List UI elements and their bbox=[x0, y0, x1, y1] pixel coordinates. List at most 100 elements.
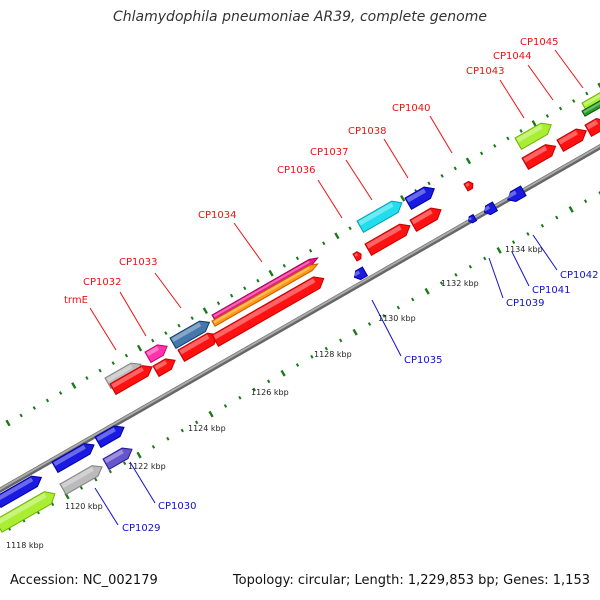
feature-CP1036 bbox=[352, 251, 362, 262]
feature-left-blue-3-gloss bbox=[96, 427, 116, 442]
lower-guide-tick bbox=[79, 485, 84, 490]
genome-summary: Topology: circular; Length: 1,229,853 bp… bbox=[232, 573, 590, 588]
upper-guide-tick bbox=[32, 406, 36, 410]
feature-red-9-shape bbox=[584, 118, 600, 137]
lower-guide-tick bbox=[382, 313, 386, 318]
feature-left-lime-shape bbox=[0, 491, 56, 533]
upper-guide-tick bbox=[45, 398, 50, 403]
gene-label-reverse: CP1039 bbox=[506, 298, 544, 309]
scale-label: 1132 kbp bbox=[441, 279, 479, 288]
lower-guide-tick bbox=[468, 264, 473, 269]
feature-CP1043-shape bbox=[514, 122, 552, 150]
feature-CP1038-gloss bbox=[406, 188, 426, 203]
feature-left-blue-1-gloss bbox=[0, 477, 34, 502]
scale-label: 1122 kbp bbox=[128, 462, 166, 471]
tick-guides bbox=[5, 82, 600, 531]
feature-CP1038-shape bbox=[404, 186, 435, 210]
lower-guide-tick bbox=[122, 461, 127, 466]
lower-guide-tick bbox=[108, 469, 112, 474]
lower-guide-tick bbox=[439, 281, 444, 285]
feature-red-8 bbox=[556, 128, 587, 152]
upper-guide-tick bbox=[506, 136, 510, 141]
upper-guide-tick bbox=[558, 106, 563, 111]
feature-CP1030 bbox=[102, 447, 133, 471]
gene-label-reverse: CP1030 bbox=[158, 501, 196, 512]
lower-guide-tick bbox=[136, 451, 142, 459]
feature-CP1037 bbox=[356, 200, 403, 233]
lower-guide-tick bbox=[555, 215, 559, 220]
upper-guide-tick bbox=[111, 361, 115, 365]
feature-red-6-gloss bbox=[411, 209, 433, 225]
upper-guide-tick bbox=[177, 323, 181, 328]
gene-label-forward: CP1034 bbox=[198, 210, 236, 221]
upper-guide-tick bbox=[479, 151, 484, 156]
feature-left-blue-3 bbox=[94, 425, 125, 449]
lower-guide-tick bbox=[352, 328, 358, 336]
upper-guide-tick bbox=[85, 376, 89, 380]
leader-line bbox=[89, 307, 117, 351]
leader-line bbox=[119, 291, 147, 337]
leader-line bbox=[499, 79, 525, 119]
lower-guide-tick bbox=[598, 191, 600, 195]
feature-left-blue-3-shape bbox=[94, 425, 125, 449]
gene-label-forward: CP1033 bbox=[119, 257, 157, 268]
feature-CP1032-gloss bbox=[146, 346, 160, 357]
leader-line bbox=[371, 299, 402, 357]
upper-guide-tick bbox=[124, 353, 129, 358]
upper-guide-tick bbox=[216, 301, 221, 306]
feature-CP1032-shape bbox=[144, 344, 168, 364]
lower-guide-tick bbox=[511, 240, 516, 245]
upper-guide-tick bbox=[348, 226, 352, 231]
feature-CP1034b-gloss bbox=[213, 266, 310, 324]
gene-labels: trmE CP1032 CP1033 CP1034 CP1036 CP1037CP1038… bbox=[64, 37, 598, 534]
genome-backbone bbox=[0, 143, 600, 494]
feature-CP1040-gloss bbox=[465, 182, 470, 187]
gene-label-forward: CP1038 bbox=[348, 126, 386, 137]
upper-guide-tick bbox=[19, 413, 23, 418]
leader-line bbox=[429, 115, 453, 154]
upper-guide-tick bbox=[136, 344, 143, 352]
leader-line bbox=[511, 251, 530, 287]
feature-red-5-gloss bbox=[366, 225, 402, 249]
upper-guide-tick bbox=[164, 331, 168, 336]
gene-label-reverse: CP1041 bbox=[532, 285, 570, 296]
scale-label: 1134 kbp bbox=[505, 245, 543, 254]
upper-guide-tick bbox=[453, 166, 457, 171]
feature-red-1-shape bbox=[109, 365, 153, 396]
upper-guide-tick bbox=[440, 173, 444, 178]
feature-CP1041-gloss bbox=[483, 205, 491, 212]
feature-red-8-shape bbox=[556, 128, 587, 152]
feature-CP1032 bbox=[144, 344, 168, 364]
feature-red-7 bbox=[521, 144, 557, 170]
feature-CP1035-shape bbox=[353, 266, 369, 281]
backbone-highlight bbox=[0, 144, 600, 491]
upper-guide-tick bbox=[5, 419, 11, 427]
feature-red-1 bbox=[109, 365, 153, 396]
feature-left-blue-1-shape bbox=[0, 475, 43, 509]
feature-left-blue-2-gloss bbox=[53, 444, 86, 467]
leader-line bbox=[154, 272, 182, 309]
feature-CP1036-gloss bbox=[354, 253, 358, 257]
upper-guide-tick bbox=[151, 338, 155, 343]
gene-label-forward: CP1044 bbox=[493, 51, 531, 62]
upper-guide-tick bbox=[202, 307, 208, 315]
lower-guide-tick bbox=[195, 420, 199, 425]
lower-guide-tick bbox=[295, 363, 300, 367]
feature-CP1045-gloss bbox=[583, 93, 600, 106]
feature-CP1040 bbox=[463, 180, 474, 192]
scale-label: 1124 kbp bbox=[188, 424, 226, 433]
upper-guide-tick bbox=[282, 263, 286, 268]
feature-red-5 bbox=[364, 223, 411, 256]
leader-line bbox=[94, 487, 119, 526]
lower-guide-tick bbox=[583, 199, 588, 204]
lower-guide-tick bbox=[540, 223, 545, 228]
lower-guide-tick bbox=[324, 346, 328, 351]
feature-left-blue-2-shape bbox=[51, 443, 95, 474]
leader-line bbox=[233, 222, 263, 263]
lower-guide-tick bbox=[180, 428, 184, 433]
lower-guide-tick bbox=[166, 436, 170, 441]
lower-guide-tick bbox=[339, 338, 343, 343]
upper-guide-tick bbox=[572, 99, 576, 103]
feature-left-blue-2 bbox=[51, 443, 95, 474]
feature-left-lime-gloss bbox=[0, 493, 47, 525]
